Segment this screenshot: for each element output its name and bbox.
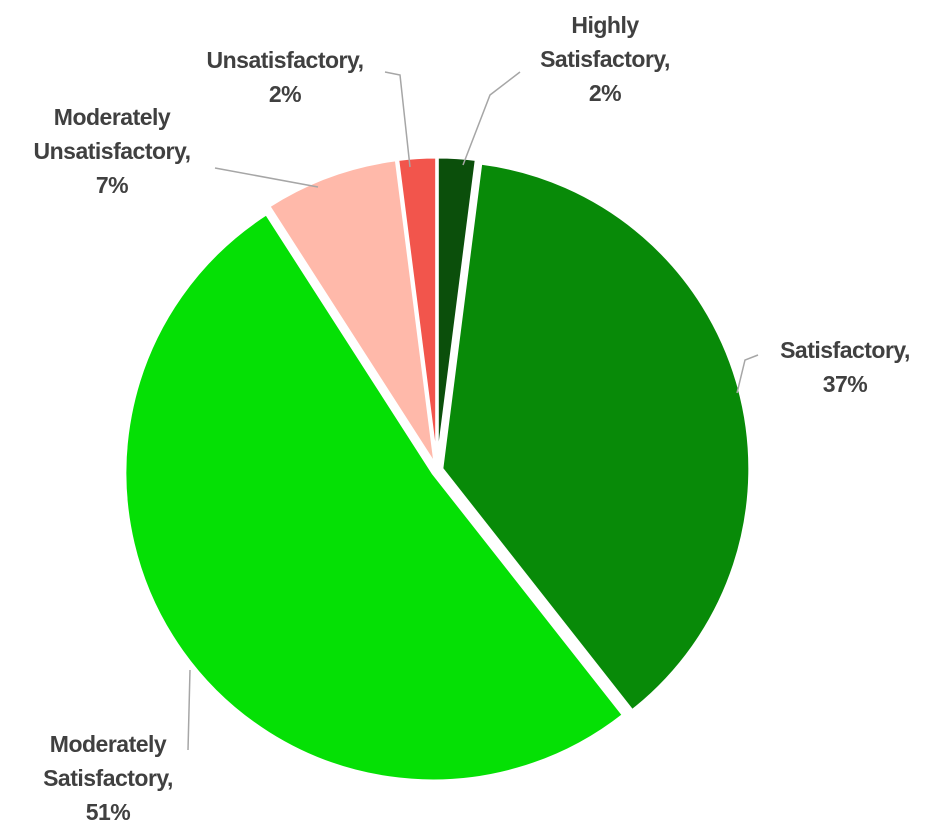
pie-slice	[266, 158, 437, 467]
value-label: 37%	[822, 371, 868, 397]
data-label: Moderately Unsatisfactory, 7%	[12, 100, 212, 202]
value-label: 2%	[588, 80, 622, 106]
leader-line	[384, 71, 411, 168]
category-label: Highly Satisfactory,	[540, 12, 670, 72]
category-label: Satisfactory,	[780, 337, 910, 363]
value-label: 51%	[85, 799, 131, 825]
pie-slice	[123, 211, 626, 783]
data-label: Unsatisfactory, 2%	[190, 43, 380, 111]
category-label: Unsatisfactory,	[206, 47, 364, 73]
leader-line	[736, 354, 759, 394]
leader-lines	[187, 71, 759, 751]
data-label: Satisfactory, 37%	[755, 333, 935, 401]
value-label: 2%	[268, 81, 302, 107]
category-label: Moderately Satisfactory,	[43, 731, 173, 791]
data-label: Highly Satisfactory, 2%	[520, 8, 690, 110]
value-label: 7%	[95, 172, 129, 198]
pie-slice	[396, 155, 439, 466]
leader-line	[214, 167, 319, 188]
leader-line	[462, 71, 521, 166]
category-label: Moderately Unsatisfactory,	[33, 104, 191, 164]
leader-line	[187, 669, 191, 751]
data-label: Moderately Satisfactory, 51%	[18, 727, 198, 829]
